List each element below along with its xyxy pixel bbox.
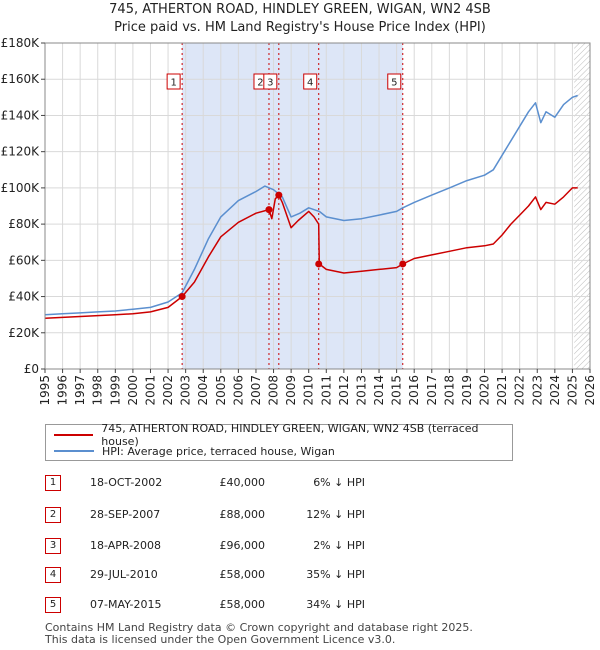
- x-tick-label: 1995: [38, 375, 52, 406]
- transaction-price: £58,000: [219, 598, 266, 611]
- x-tick-label: 2003: [179, 375, 193, 406]
- legend: 745, ATHERTON ROAD, HINDLEY GREEN, WIGAN…: [45, 422, 513, 461]
- x-tick-label: 2026: [583, 375, 597, 406]
- transaction-point: [315, 260, 323, 268]
- legend-item-property: 745, ATHERTON ROAD, HINDLEY GREEN, WIGAN…: [54, 422, 512, 448]
- legend-swatch-property: [54, 434, 94, 436]
- x-tick-label: 2021: [495, 375, 509, 406]
- x-tick-label: 2001: [143, 375, 157, 406]
- x-tick-label: 2011: [319, 375, 333, 406]
- transaction-point: [178, 293, 186, 301]
- transaction-point: [399, 260, 407, 268]
- transaction-hpi-diff: 35% ↓ HPI: [306, 568, 365, 581]
- y-tick-label: £120K: [1, 145, 41, 159]
- transaction-price: £40,000: [219, 476, 266, 489]
- transaction-point: [275, 191, 283, 199]
- x-tick-label: 2020: [478, 375, 492, 406]
- transaction-marker-label: 1: [170, 78, 176, 89]
- y-tick-label: £100K: [1, 181, 41, 195]
- transaction-number-badge: 4: [45, 567, 61, 583]
- transaction-number-badge: 5: [45, 597, 61, 613]
- x-tick-label: 2022: [513, 375, 527, 406]
- transaction-date: 07-MAY-2015: [90, 598, 162, 611]
- y-tick-label: £0: [24, 362, 39, 376]
- transaction-date: 29-JUL-2010: [90, 568, 158, 581]
- x-tick-label: 1997: [73, 375, 87, 406]
- y-tick-label: £80K: [8, 217, 40, 231]
- y-tick-label: £140K: [1, 108, 41, 122]
- legend-item-hpi: HPI: Average price, terraced house, Wiga…: [54, 443, 335, 459]
- x-tick-label: 2006: [231, 375, 245, 406]
- x-tick-label: 2025: [565, 375, 579, 406]
- y-tick-label: £160K: [1, 72, 41, 86]
- x-tick-label: 2005: [214, 375, 228, 406]
- x-tick-label: 2008: [267, 375, 281, 406]
- transaction-marker-box: [303, 73, 318, 90]
- transaction-date: 28-SEP-2007: [90, 508, 161, 521]
- transaction-marker-label: 4: [307, 78, 313, 89]
- footer-copyright: Contains HM Land Registry data © Crown c…: [45, 621, 473, 634]
- x-tick-label: 2012: [337, 375, 351, 406]
- ownership-period-shade: [182, 43, 403, 369]
- legend-swatch-hpi: [54, 450, 94, 452]
- transaction-marker-box: [387, 73, 402, 90]
- transaction-hpi-diff: 6% ↓ HPI: [313, 476, 365, 489]
- transaction-number-badge: 1: [45, 475, 61, 491]
- transaction-hpi-diff: 12% ↓ HPI: [306, 508, 365, 521]
- x-tick-label: 2002: [161, 375, 175, 406]
- transaction-price: £88,000: [219, 508, 266, 521]
- x-tick-label: 2009: [284, 375, 298, 406]
- hpi-line: [44, 94, 578, 316]
- transaction-date: 18-OCT-2002: [90, 476, 163, 489]
- footer-license: This data is licensed under the Open Gov…: [45, 633, 396, 646]
- transaction-hpi-diff: 34% ↓ HPI: [306, 598, 365, 611]
- chart-title: 745, ATHERTON ROAD, HINDLEY GREEN, WIGAN…: [109, 2, 491, 17]
- transaction-hpi-diff: 2% ↓ HPI: [313, 539, 365, 552]
- x-tick-label: 2014: [372, 375, 386, 406]
- transaction-date: 18-APR-2008: [90, 539, 162, 552]
- legend-label-hpi: HPI: Average price, terraced house, Wiga…: [102, 444, 335, 458]
- transaction-marker-label: 2: [257, 78, 263, 89]
- x-tick-label: 2023: [530, 375, 544, 406]
- x-tick-label: 1999: [108, 375, 122, 406]
- x-tick-label: 2013: [354, 375, 368, 406]
- x-tick-label: 2024: [548, 375, 562, 406]
- x-tick-label: 2000: [126, 375, 140, 406]
- y-tick-label: £180K: [1, 36, 41, 50]
- x-tick-label: 2017: [425, 375, 439, 406]
- x-tick-label: 2016: [407, 375, 421, 406]
- transaction-price: £96,000: [219, 539, 266, 552]
- y-tick-label: £40K: [8, 290, 40, 304]
- transaction-number-badge: 3: [45, 538, 61, 554]
- x-tick-label: 1996: [56, 375, 70, 406]
- forecast-hatch: [574, 43, 590, 369]
- chart-subtitle: Price paid vs. HM Land Registry's House …: [114, 20, 486, 35]
- y-tick-label: £20K: [8, 326, 40, 340]
- x-tick-label: 2018: [442, 375, 456, 406]
- transaction-price: £58,000: [219, 568, 266, 581]
- transaction-marker-box: [166, 73, 181, 90]
- transaction-marker-label: 3: [267, 78, 273, 89]
- x-tick-label: 2007: [249, 375, 263, 406]
- x-tick-label: 2004: [196, 375, 210, 406]
- x-tick-label: 1998: [91, 375, 105, 406]
- transaction-marker-label: 5: [391, 78, 397, 89]
- x-tick-label: 2010: [302, 375, 316, 406]
- legend-label-property: 745, ATHERTON ROAD, HINDLEY GREEN, WIGAN…: [101, 422, 479, 448]
- x-tick-label: 2015: [390, 375, 404, 406]
- y-tick-label: £60K: [8, 253, 40, 267]
- x-tick-label: 2019: [460, 375, 474, 406]
- transaction-point: [265, 206, 273, 214]
- transaction-number-badge: 2: [45, 507, 61, 523]
- transaction-marker-box: [263, 73, 278, 90]
- plot-frame: [44, 42, 591, 370]
